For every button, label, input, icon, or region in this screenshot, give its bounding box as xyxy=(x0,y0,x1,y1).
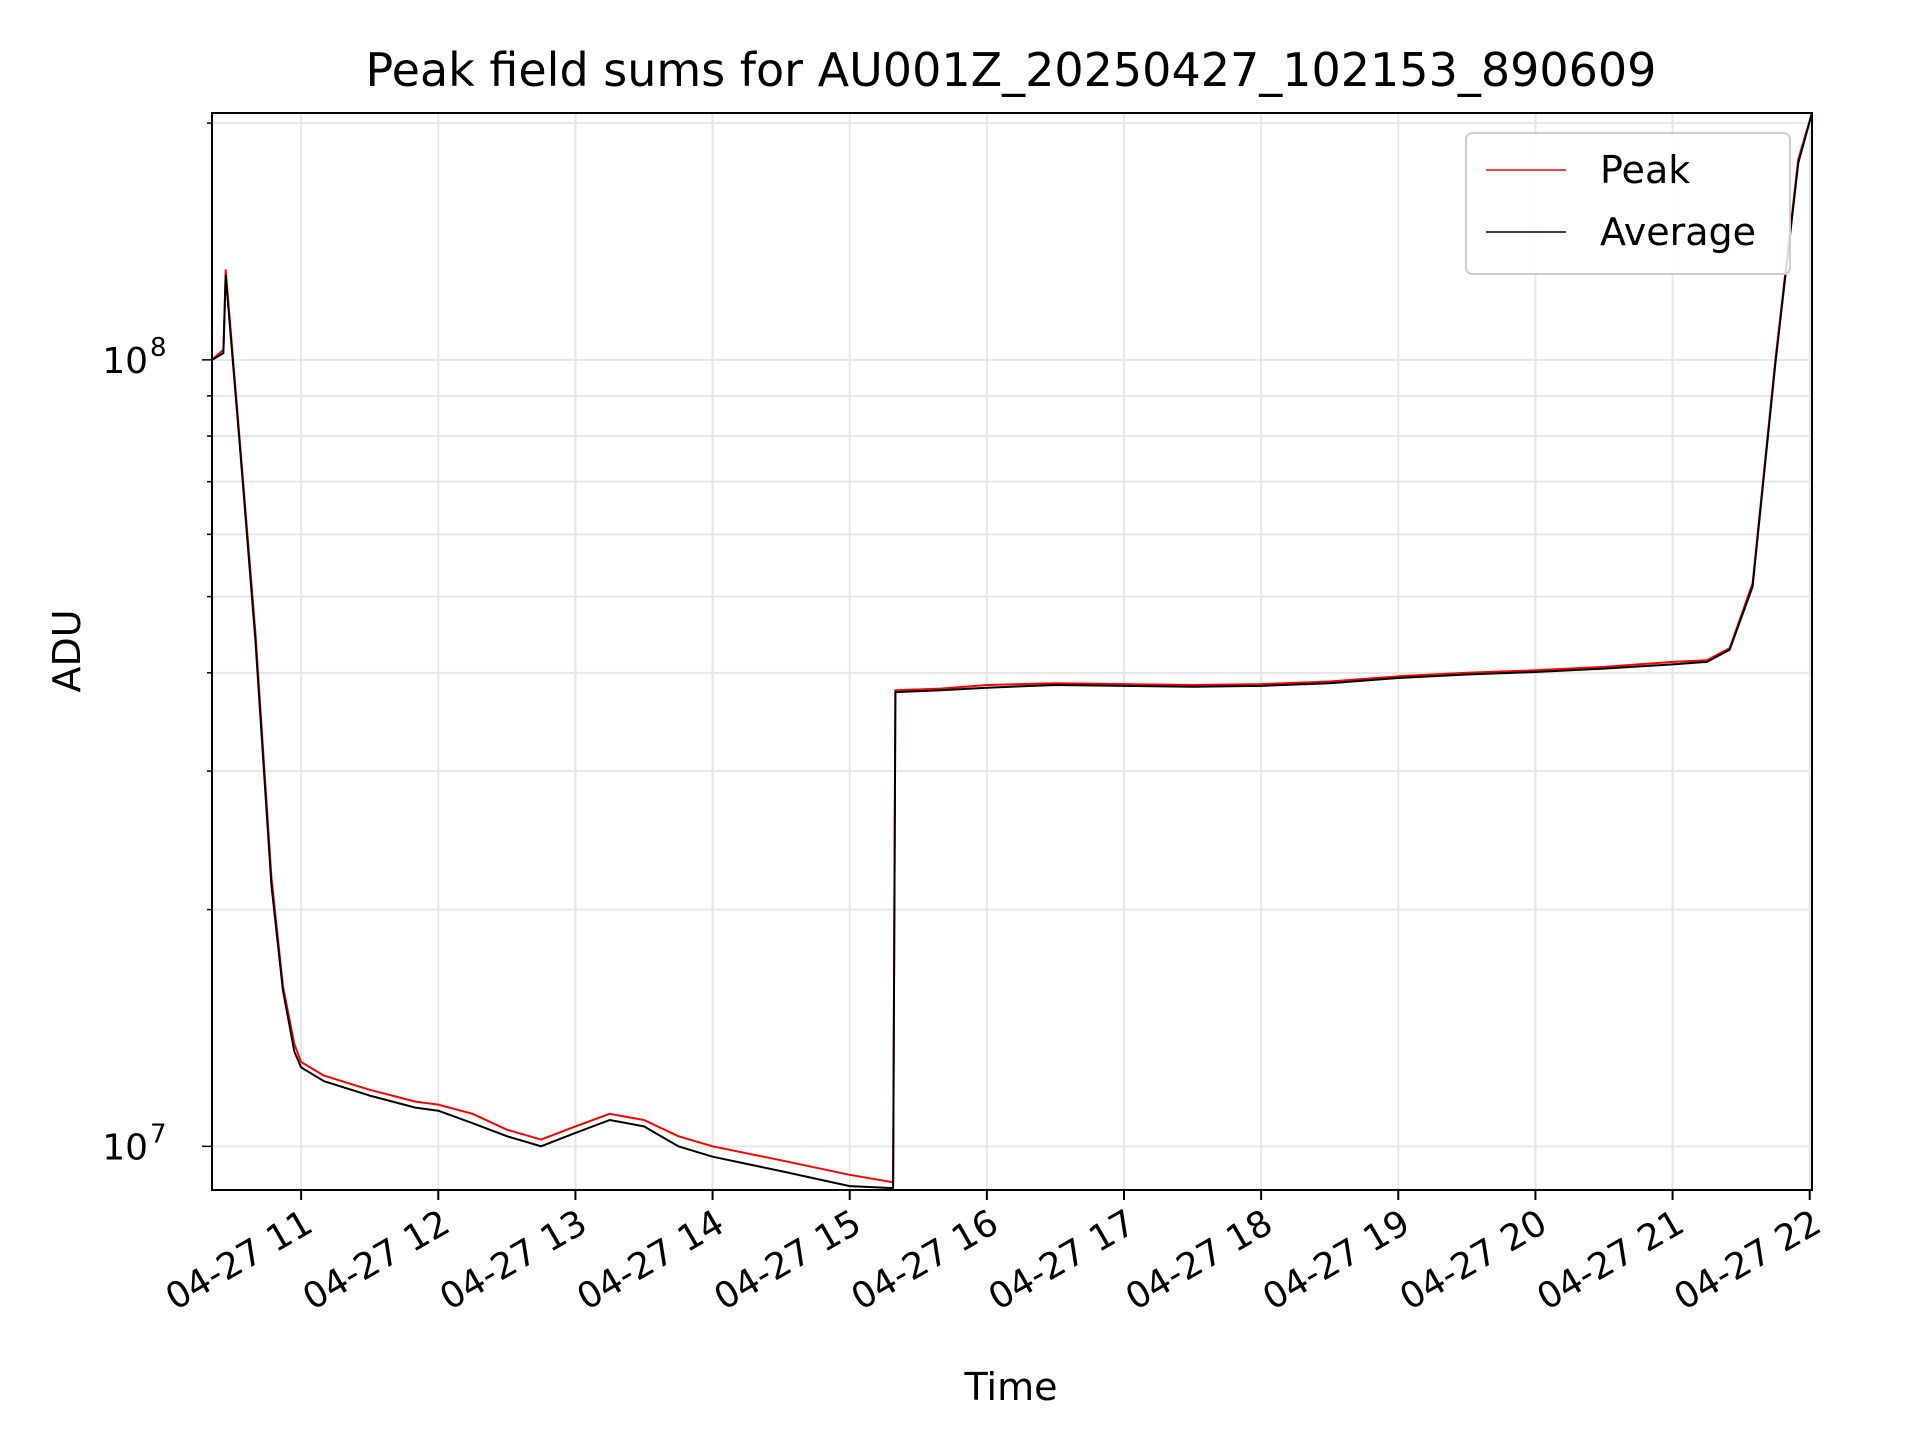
series-line-average xyxy=(211,112,1813,1190)
x-tick-label: 04-27 16 xyxy=(845,1202,1006,1318)
x-tick-label: 04-27 14 xyxy=(570,1202,731,1318)
x-tick-label: 04-27 17 xyxy=(982,1202,1143,1318)
y-tick-label: 10 xyxy=(102,1127,148,1168)
y-tick-label: 10 xyxy=(102,341,148,382)
x-tick-label: 04-27 15 xyxy=(708,1202,869,1318)
chart-title: Peak field sums for AU001Z_20250427_1021… xyxy=(366,43,1657,97)
y-tick-exponent: 8 xyxy=(150,333,167,363)
legend-peak-label: Peak xyxy=(1600,148,1690,192)
series-lines xyxy=(211,112,1813,1190)
legend-average-label: Average xyxy=(1600,210,1756,254)
x-tick-label: 04-27 11 xyxy=(159,1202,320,1318)
grid-lines xyxy=(212,113,1812,1190)
series-line-peak xyxy=(211,112,1813,1184)
x-tick-label: 04-27 13 xyxy=(433,1202,594,1318)
x-tick-label: 04-27 18 xyxy=(1119,1202,1280,1318)
x-axis-label: Time xyxy=(964,1365,1058,1409)
legend-box xyxy=(1465,132,1791,275)
legend: Peak Average xyxy=(1465,132,1791,275)
x-tick-label: 04-27 20 xyxy=(1393,1202,1554,1318)
x-tick-label: 04-27 19 xyxy=(1256,1202,1417,1318)
x-tick-label: 04-27 22 xyxy=(1668,1202,1829,1318)
x-tick-label: 04-27 21 xyxy=(1530,1202,1691,1318)
y-tick-exponent: 7 xyxy=(150,1119,167,1149)
y-axis-label: ADU xyxy=(45,609,89,692)
x-tick-label: 04-27 12 xyxy=(296,1202,457,1318)
plot-area xyxy=(211,112,1813,1191)
